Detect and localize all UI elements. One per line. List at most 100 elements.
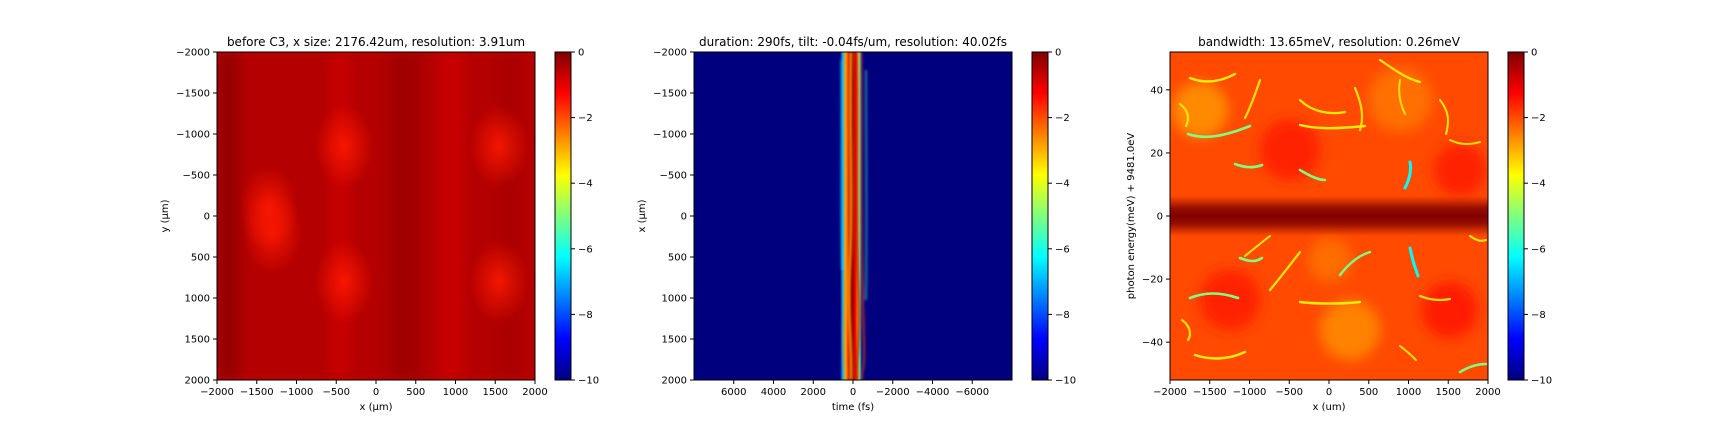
y-tick-label: 500 — [191, 253, 210, 264]
x-tick-label: −2000 — [1153, 387, 1187, 398]
y-tick-label: −1000 — [653, 130, 687, 141]
panel-1-title: before C3, x size: 2176.42um, resolution… — [227, 35, 525, 49]
panel-3-colorbar-gradient — [1507, 51, 1525, 381]
x-tick-label: −4000 — [916, 387, 950, 398]
panel-2-colorbar-gradient — [1031, 51, 1049, 381]
panel-1-colorbar: 0 −2 −4 −6 −8 −10 — [554, 48, 599, 387]
panel-3-energy-band — [1170, 196, 1488, 236]
hotspot — [242, 190, 303, 275]
colorbar-tick-label: −4 — [578, 179, 593, 190]
x-tick-label: 0 — [1326, 387, 1332, 398]
colorbar-tick-label: −2 — [1055, 113, 1070, 124]
x-tick-label: 500 — [406, 387, 425, 398]
x-tick-label: −1000 — [1233, 387, 1267, 398]
y-tick-label: −40 — [1142, 338, 1163, 349]
y-tick-label: −1000 — [176, 130, 210, 141]
colorbar-tick-label: −6 — [1055, 244, 1070, 255]
panel-3-xlabel: x (um) — [1313, 402, 1346, 413]
y-tick-label: 20 — [1150, 148, 1163, 159]
y-tick-label: −2000 — [653, 48, 687, 59]
y-tick-label: 2000 — [185, 376, 210, 387]
x-tick-label: 6000 — [721, 387, 746, 398]
y-tick-label: 0 — [204, 212, 210, 223]
y-tick-label: 1500 — [662, 335, 687, 346]
panel-1-colorbar-ticks: 0 −2 −4 −6 −8 −10 — [571, 48, 599, 387]
panel-2-title: duration: 290fs, tilt: -0.04fs/um, resol… — [699, 35, 1007, 49]
y-tick-label: −2000 — [176, 48, 210, 59]
x-tick-label: 1500 — [483, 387, 508, 398]
panel-1-y-ticks: 2000 1500 1000 500 0 −500 −1000 −1500 −2000 — [176, 48, 217, 387]
panel-3-title: bandwidth: 13.65meV, resolution: 0.26meV — [1198, 35, 1461, 49]
colorbar-tick-label: −4 — [1055, 179, 1070, 190]
panel-1: before C3, x size: 2176.42um, resolution… — [160, 35, 599, 413]
x-tick-label: 2000 — [522, 387, 547, 398]
colorbar-tick-label: −4 — [1531, 179, 1546, 190]
panel-2: duration: 290fs, tilt: -0.04fs/um, resol… — [637, 35, 1076, 413]
hotspot — [469, 104, 530, 189]
panel-3: bandwidth: 13.65meV, resolution: 0.26meV — [1126, 35, 1552, 413]
colorbar-tick-label: −2 — [578, 113, 593, 124]
colorbar-tick-label: 0 — [1055, 48, 1061, 59]
panel-2-ylabel: x (μm) — [637, 199, 648, 232]
panel-3-plot-area — [1170, 52, 1488, 380]
y-tick-label: −500 — [183, 171, 210, 182]
panel-3-colorbar-ticks: 0 −2 −4 −6 −8 −10 — [1524, 48, 1552, 387]
panel-1-ylabel: y (μm) — [160, 199, 171, 232]
x-tick-label: 1000 — [1396, 387, 1421, 398]
x-tick-label: −500 — [323, 387, 350, 398]
colorbar-tick-label: −6 — [578, 244, 593, 255]
x-tick-label: −1500 — [1193, 387, 1227, 398]
panel-3-ylabel: photon energy(meV) + 9481.0eV — [1126, 133, 1137, 300]
y-tick-label: 1000 — [185, 294, 210, 305]
x-tick-label: 4000 — [761, 387, 786, 398]
x-tick-label: 2000 — [801, 387, 826, 398]
panel-2-y-ticks: −2000 −1500 −1000 −500 0 500 1000 1500 2000 — [653, 48, 694, 387]
y-tick-label: 40 — [1150, 85, 1163, 96]
panel-3-colorbar: 0 −2 −4 −6 −8 −10 — [1507, 48, 1552, 387]
panel-1-x-ticks: −2000 −1500 −1000 −500 0 500 1000 1500 2000 — [200, 380, 548, 398]
hotspot — [314, 104, 375, 189]
panel-2-x-ticks: 6000 4000 2000 0 −2000 −4000 −6000 — [721, 380, 989, 398]
colorbar-tick-label: 0 — [1531, 48, 1537, 59]
colorbar-tick-label: −6 — [1531, 244, 1546, 255]
x-tick-label: 500 — [1359, 387, 1378, 398]
colorbar-tick-label: −8 — [578, 310, 593, 321]
colorbar-tick-label: −2 — [1531, 113, 1546, 124]
x-tick-label: −2000 — [876, 387, 910, 398]
y-tick-label: 0 — [681, 212, 687, 223]
panel-1-hotspots — [238, 104, 530, 324]
panel-2-colorbar-ticks: 0 −2 −4 −6 −8 −10 — [1048, 48, 1076, 387]
x-tick-label: −1000 — [280, 387, 314, 398]
colorbar-tick-label: −8 — [1055, 310, 1070, 321]
y-tick-label: 1500 — [185, 335, 210, 346]
x-tick-label: 2000 — [1475, 387, 1500, 398]
y-tick-label: 1000 — [662, 294, 687, 305]
panel-1-xlabel: x (μm) — [359, 402, 392, 413]
x-tick-label: −2000 — [200, 387, 234, 398]
colorbar-tick-label: −10 — [1531, 376, 1552, 387]
panel-1-plot-area — [217, 52, 535, 380]
hotspot — [314, 239, 375, 324]
x-tick-label: 1500 — [1436, 387, 1461, 398]
x-tick-label: −500 — [1276, 387, 1303, 398]
y-tick-label: 500 — [668, 253, 687, 264]
panel-2-plot-area — [694, 52, 1012, 380]
colorbar-tick-label: 0 — [578, 48, 584, 59]
panel-2-colorbar: 0 −2 −4 −6 −8 −10 — [1031, 48, 1076, 387]
colorbar-tick-label: −10 — [578, 376, 599, 387]
x-tick-label: −1500 — [240, 387, 274, 398]
y-tick-label: −20 — [1142, 275, 1163, 286]
panel-3-y-ticks: 40 20 0 −20 −40 — [1142, 85, 1170, 349]
x-tick-label: −6000 — [955, 387, 989, 398]
y-tick-label: −500 — [660, 171, 687, 182]
hotspot — [469, 239, 530, 324]
y-tick-label: −1500 — [653, 89, 687, 100]
y-tick-label: −1500 — [176, 89, 210, 100]
colorbar-tick-label: −10 — [1055, 376, 1076, 387]
colorbar-tick-label: −8 — [1531, 310, 1546, 321]
panel-2-pulse-striations — [840, 52, 867, 380]
x-tick-label: 1000 — [443, 387, 468, 398]
y-tick-label: 0 — [1157, 212, 1163, 223]
panel-3-filaments — [1178, 58, 1488, 374]
